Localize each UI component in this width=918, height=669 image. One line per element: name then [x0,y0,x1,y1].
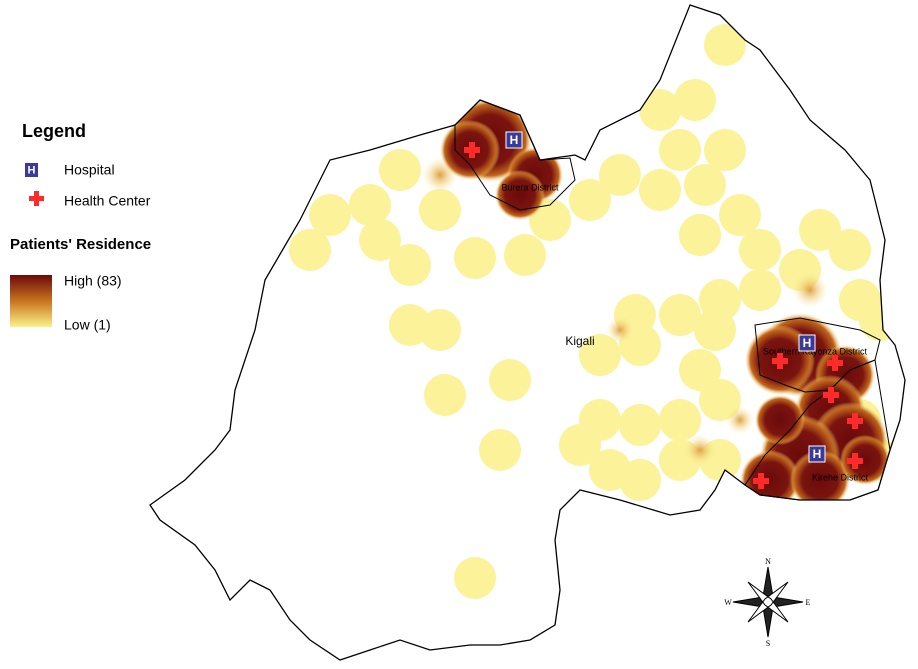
density-low [679,214,721,256]
burera-outline [454,99,576,211]
health-center [753,473,769,489]
hospital [798,334,816,352]
density-low [359,219,401,261]
density-low [289,229,331,271]
density-low [704,129,746,171]
density-low [639,89,681,131]
density-high [840,435,890,485]
place-label: Kigali [565,334,594,348]
legend-title: Legend [22,121,86,141]
heat-layer [289,24,901,599]
density-low [799,209,841,251]
hospital [505,131,523,149]
legend-label: Health Center [64,193,151,209]
density-low [379,149,421,191]
density-low [419,189,461,231]
district-label: Burera District [501,182,559,192]
density-low [419,309,461,351]
density-low [559,424,601,466]
density-low [859,299,901,341]
legend-hospital-symbol: H [28,164,36,176]
density-low [829,229,871,271]
health-center [823,387,839,403]
density-low [659,129,701,171]
health-center [772,353,788,369]
density-low [579,334,621,376]
density-low [719,194,761,236]
density-low [479,429,521,471]
hospital-symbol: H [803,336,812,350]
compass-n: N [765,557,771,566]
facility-symbols: H H H [464,131,863,489]
compass-w: W [724,598,732,607]
district-label: Kirehe District [812,472,869,482]
health-center [847,453,863,469]
legend-ramp [10,275,52,327]
density-mid [792,272,828,308]
density-low [599,154,641,196]
compass: N S E W [724,557,810,648]
density-low [659,294,701,336]
density-low [389,244,431,286]
density-low [349,184,391,226]
legend-label: Hospital [64,162,115,178]
legend-health-center-icon [29,191,44,206]
density-low [704,24,746,66]
density-mid [684,434,716,466]
density-high [495,170,545,220]
density-low [454,557,496,599]
hospital-symbol: H [813,447,822,461]
density-low [504,234,546,276]
hospital-symbol: H [510,133,519,147]
density-low [674,79,716,121]
density-low [309,194,351,236]
kirehe-outline [744,359,891,501]
density-mid [726,406,754,434]
compass-s: S [766,639,770,648]
legend-label: High (83) [64,273,122,289]
density-low [424,374,466,416]
density-low [694,309,736,351]
density-low [684,164,726,206]
legend-label: Low (1) [64,317,111,333]
density-low [659,399,701,441]
density-low [454,237,496,279]
density-high [790,450,850,510]
compass-e: E [806,598,811,607]
density-low [619,459,661,501]
density-low [639,169,681,211]
compass-diagonals [747,581,789,623]
hospital [808,445,826,463]
legend-hospital-icon [25,163,38,177]
density-low [739,229,781,271]
health-center [847,413,863,429]
health-center [464,142,480,158]
country-outline [149,4,906,661]
density-low [569,179,611,221]
density-low [489,359,531,401]
density-high [755,395,805,445]
health-center [827,355,843,371]
density-low [739,269,781,311]
density-low [679,349,721,391]
legend-heat-title: Patients' Residence [10,236,151,253]
density-low [619,404,661,446]
density-mid [606,316,634,344]
